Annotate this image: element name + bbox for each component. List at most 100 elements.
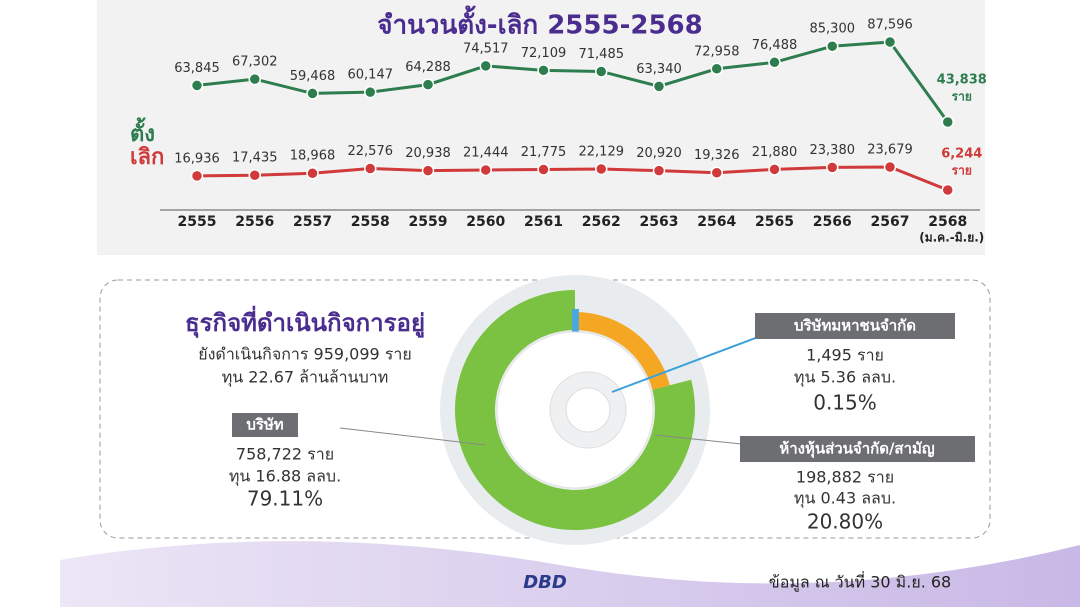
donut-center — [496, 331, 654, 489]
point — [421, 78, 435, 91]
point — [190, 169, 204, 183]
point — [479, 59, 492, 73]
point — [883, 35, 897, 49]
data-label: 21,775 — [521, 145, 567, 160]
data-label: 72,958 — [694, 44, 740, 59]
segment — [575, 312, 670, 390]
data-label: 20,920 — [636, 146, 682, 161]
subtitle: ยังดำเนินกิจการ 959,099 ราย — [198, 345, 412, 364]
point — [883, 160, 897, 174]
data-label: 23,380 — [810, 143, 856, 158]
point — [537, 163, 550, 176]
data-label: 21,880 — [752, 145, 798, 160]
point — [826, 161, 839, 174]
value-label: 79.11% — [247, 487, 323, 511]
x-tick-label: 2559 — [409, 214, 448, 230]
segment-name: ห้างหุ้นส่วนจำกัด/สามัญ — [779, 440, 935, 459]
series-line — [196, 40, 949, 123]
unit-label: ราย — [952, 164, 972, 178]
detail: 1,495 ราย — [806, 346, 884, 365]
point — [421, 164, 435, 177]
point — [941, 183, 954, 197]
data-label: 23,679 — [867, 143, 913, 158]
data-label: 22,576 — [348, 144, 394, 159]
data-label: 60,147 — [348, 68, 394, 83]
segment — [455, 290, 695, 530]
point — [710, 166, 723, 179]
chart-title: จำนวนตั้ง-เลิก 2555-2568 — [377, 5, 702, 41]
unit-label: ราย — [952, 90, 972, 104]
data-label: 59,468 — [290, 69, 336, 84]
data-label: 16,936 — [174, 151, 220, 166]
data-label: 43,838 — [937, 73, 987, 88]
legend-label: เลิก — [130, 145, 164, 170]
data-label: 20,938 — [405, 146, 451, 161]
label-box — [232, 413, 298, 437]
logo: DBD — [523, 572, 567, 593]
label-box — [740, 436, 975, 462]
point — [479, 163, 492, 177]
value-label: 20.80% — [807, 510, 883, 534]
x-tick-label: 2562 — [582, 214, 621, 230]
data-label: 63,340 — [636, 62, 682, 77]
data-label: 85,300 — [810, 22, 856, 37]
data-label: 71,485 — [579, 47, 625, 62]
x-tick-label: 2563 — [640, 214, 679, 230]
x-tick-label: 2566 — [813, 214, 852, 230]
connector — [339, 427, 486, 446]
point — [768, 56, 781, 69]
segment-name: บริษัท — [246, 416, 283, 434]
data-label: 19,326 — [694, 148, 740, 163]
data-label: 21,444 — [463, 145, 509, 160]
x-tick-label: 2555 — [178, 214, 217, 230]
x-tick-label: 2557 — [293, 214, 332, 230]
data-label: 64,288 — [405, 60, 451, 75]
segment-name: บริษัทมหาชนจำกัด — [794, 317, 916, 335]
data-label: 72,109 — [521, 46, 567, 61]
x-tick-label: 2561 — [524, 214, 563, 230]
x-tick-note: (ม.ค.-มิ.ย.) — [919, 231, 984, 245]
subtitle: ทุน 22.67 ล้านล้านบาท — [222, 368, 389, 388]
x-tick-label: 2558 — [351, 214, 390, 230]
point — [595, 65, 608, 78]
segment — [572, 308, 579, 334]
data-label: 63,845 — [174, 61, 220, 76]
point — [941, 115, 954, 129]
point — [306, 87, 319, 100]
detail: 198,882 ราย — [796, 468, 894, 487]
data-label: 74,517 — [463, 41, 509, 56]
footer-note: ข้อมูล ณ วันที่ 30 มิ.ย. 68 — [769, 571, 951, 593]
point — [248, 72, 261, 86]
donut — [455, 290, 695, 530]
ring — [565, 387, 611, 433]
point — [652, 80, 666, 93]
data-label: 18,968 — [290, 149, 336, 164]
point — [652, 164, 666, 177]
data-label: 76,488 — [752, 38, 798, 53]
data-label: 87,596 — [867, 18, 913, 33]
detail: ทุน 16.88 ลลบ. — [229, 467, 341, 487]
point — [306, 166, 319, 180]
point — [537, 64, 550, 77]
data-label: 6,244 — [941, 147, 982, 162]
x-tick-label: 2560 — [466, 214, 505, 230]
point — [595, 162, 608, 176]
point — [248, 168, 261, 182]
detail: ทุน 0.43 ลลบ. — [794, 489, 896, 509]
x-tick-label: 2568 — [928, 214, 967, 230]
x-tick-label: 2564 — [697, 214, 736, 230]
detail: 758,722 ราย — [236, 445, 334, 464]
detail: ทุน 5.36 ลลบ. — [794, 368, 896, 388]
series-line — [196, 165, 949, 192]
label-box — [755, 313, 955, 339]
legend-label: ตั้ง — [130, 117, 155, 147]
point — [768, 163, 781, 176]
point — [364, 162, 377, 175]
point — [710, 62, 723, 76]
point — [826, 39, 839, 53]
wave — [60, 541, 1080, 607]
value-label: 0.15% — [813, 391, 877, 415]
data-label: 22,129 — [579, 145, 625, 160]
data-label: 67,302 — [232, 55, 278, 70]
